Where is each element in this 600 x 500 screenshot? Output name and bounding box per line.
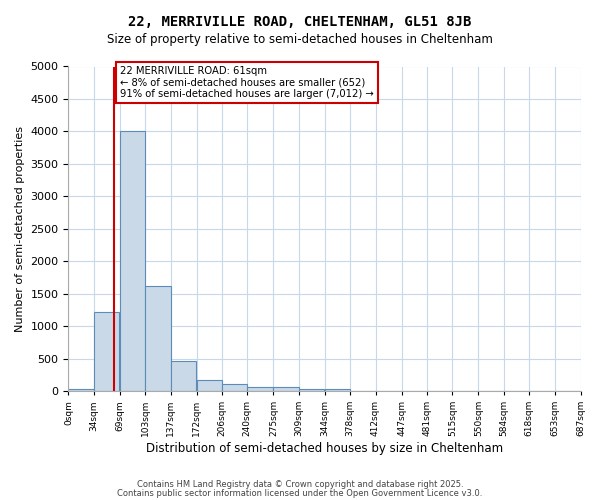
Bar <box>325 389 350 391</box>
Bar <box>94 312 119 391</box>
Text: Contains public sector information licensed under the Open Government Licence v3: Contains public sector information licen… <box>118 488 482 498</box>
Bar <box>145 286 170 391</box>
Bar <box>222 384 247 391</box>
Text: 22 MERRIVILLE ROAD: 61sqm
← 8% of semi-detached houses are smaller (652)
91% of : 22 MERRIVILLE ROAD: 61sqm ← 8% of semi-d… <box>120 66 374 100</box>
Y-axis label: Number of semi-detached properties: Number of semi-detached properties <box>15 126 25 332</box>
X-axis label: Distribution of semi-detached houses by size in Cheltenham: Distribution of semi-detached houses by … <box>146 442 503 455</box>
Bar <box>247 387 272 391</box>
Bar <box>274 388 299 391</box>
Bar <box>299 389 324 391</box>
Text: Size of property relative to semi-detached houses in Cheltenham: Size of property relative to semi-detach… <box>107 32 493 46</box>
Bar <box>68 389 94 391</box>
Text: 22, MERRIVILLE ROAD, CHELTENHAM, GL51 8JB: 22, MERRIVILLE ROAD, CHELTENHAM, GL51 8J… <box>128 15 472 29</box>
Bar <box>197 380 222 391</box>
Bar <box>120 132 145 391</box>
Bar <box>170 360 196 391</box>
Text: Contains HM Land Registry data © Crown copyright and database right 2025.: Contains HM Land Registry data © Crown c… <box>137 480 463 489</box>
